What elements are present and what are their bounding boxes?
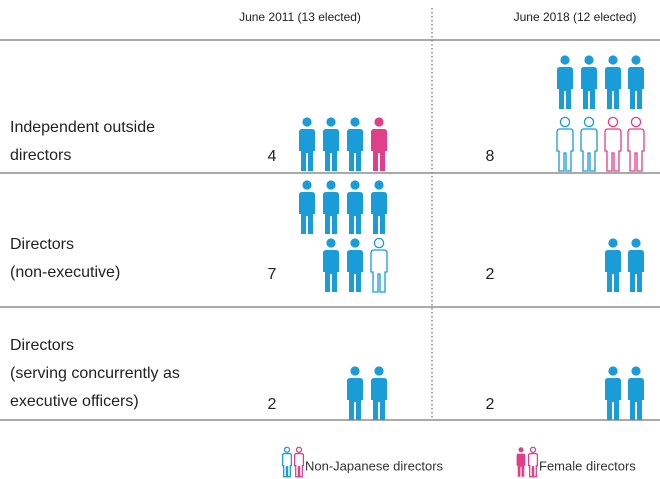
person-icon [628,238,644,292]
person-icon [293,446,305,478]
person-icon [527,446,539,478]
row-label: directors [10,147,71,164]
icons [281,55,645,478]
person-icon [605,238,621,292]
person-icon [516,447,526,477]
person-icon [299,117,315,171]
person-icon [628,366,644,420]
row-label: executive officers) [10,393,139,410]
person-icon [556,116,574,172]
person-icon [299,180,315,234]
person-icon [347,180,363,234]
person-icon [347,366,363,420]
row-label: (non-executive) [10,264,120,281]
count: 8 [486,148,495,165]
person-icon [605,55,621,109]
person-icon [628,55,644,109]
person-icon [323,180,339,234]
row-label: (serving concurrently as [10,365,180,382]
person-icon [604,116,622,172]
person-icon [627,116,645,172]
column-header: June 2018 (12 elected) [514,10,637,24]
count: 2 [486,266,495,283]
person-icon [605,366,621,420]
count: 7 [268,266,277,283]
row-label: Directors [10,236,74,253]
person-icon [371,117,387,171]
count: 4 [268,148,277,165]
legend-label: Non-Japanese directors [305,458,444,473]
count: 2 [268,396,277,413]
person-icon [323,117,339,171]
person-icon [347,117,363,171]
person-icon [347,238,363,292]
person-icon [581,55,597,109]
legend-label: Female directors [539,458,636,473]
count: 2 [486,396,495,413]
person-icon [323,238,339,292]
person-icon [281,446,293,478]
row-label: Directors [10,337,74,354]
person-icon [370,237,388,293]
row-label: Independent outside [10,119,155,136]
person-icon [580,116,598,172]
person-icon [557,55,573,109]
column-header: June 2011 (13 elected) [239,10,361,24]
person-icon [371,180,387,234]
person-icon [371,366,387,420]
